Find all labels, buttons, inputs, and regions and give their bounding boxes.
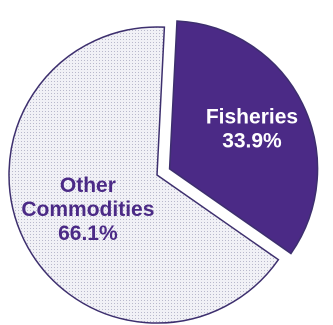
pie-slice-fisheries — [168, 20, 319, 255]
pie-slices — [8, 20, 319, 324]
slice-label-other-commodities: Other — [60, 174, 116, 197]
slice-label-other-commodities: Commodities — [21, 198, 154, 221]
slice-value-other-commodities: 66.1% — [58, 222, 118, 245]
pie-slice-other-commodities — [8, 26, 280, 324]
slice-label-fisheries: Fisheries — [206, 105, 298, 128]
slice-value-fisheries: 33.9% — [222, 129, 282, 152]
